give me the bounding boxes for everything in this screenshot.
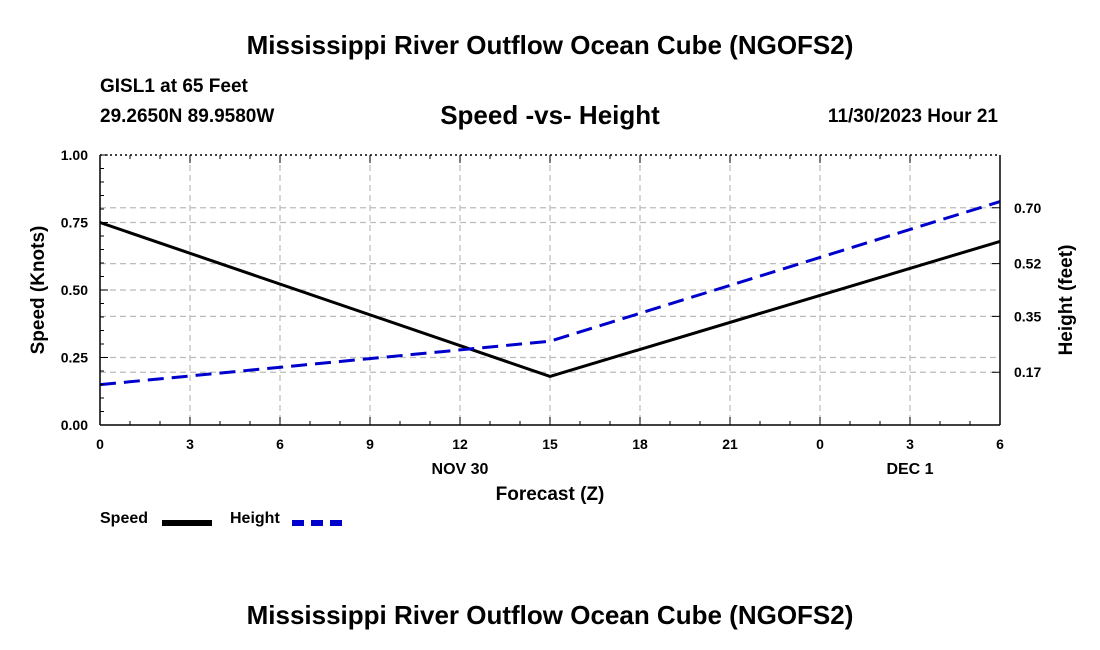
y2-axis-title: Height (feet) [1056,245,1077,356]
legend-speed-label: Speed [100,510,149,527]
x-tick-label: 9 [366,436,374,452]
date-label: DEC 1 [886,461,933,478]
date-label: NOV 30 [432,461,489,478]
station-name: GISL1 at 65 Feet [100,76,248,97]
x-axis-title: Forecast (Z) [496,484,605,505]
x-tick-label: 6 [996,436,1004,452]
series-speed-line [99,221,1001,378]
y2-tick-label: 0.17 [1014,364,1041,380]
y-tick-label: 0.00 [61,417,88,433]
y2-tick-label: 0.35 [1014,308,1041,324]
forecast-datetime: 11/30/2023 Hour 21 [827,106,998,127]
legend-height-label: Height [230,510,280,527]
x-tick-label: 12 [452,436,468,452]
label-layer: 0 3 6 9 12 15 18 21 0 3 6 0.00 0.25 0.50 0.75 1.00 0.17 0… [28,147,1077,505]
y-tick-label: 0.50 [61,282,88,298]
legend-speed-swatch [162,520,212,526]
axis-layer [99,154,1001,426]
x-tick-label: 3 [186,436,194,452]
page-title: Mississippi River Outflow Ocean Cube (NG… [246,30,854,60]
y-axis-title: Speed (Knots) [28,226,49,355]
grid-layer [100,155,1000,425]
series-layer [99,200,1001,387]
x-tick-label: 15 [542,436,558,452]
x-tick-label: 0 [816,436,824,452]
y-tick-label: 0.25 [61,350,88,366]
y-tick-label: 0.75 [61,215,88,231]
x-tick-label: 0 [96,436,104,452]
chart-title: Speed -vs- Height [440,100,660,130]
y2-tick-label: 0.70 [1014,200,1041,216]
y2-tick-label: 0.52 [1014,256,1041,272]
series-height-line [99,200,1001,387]
footer-title: Mississippi River Outflow Ocean Cube (NG… [246,600,854,630]
legend-height-swatch [292,520,342,526]
y-tick-label: 1.00 [61,147,88,163]
station-coordinates: 29.2650N 89.9580W [100,106,275,127]
x-tick-label: 3 [906,436,914,452]
x-tick-label: 18 [632,436,648,452]
x-tick-label: 21 [722,436,738,452]
x-tick-label: 6 [276,436,284,452]
